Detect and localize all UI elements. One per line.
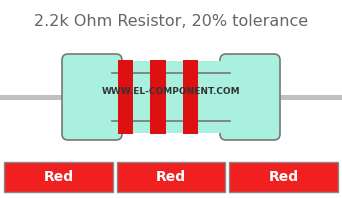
Bar xyxy=(183,60,198,134)
Text: WWW.EL-COMPONENT.COM: WWW.EL-COMPONENT.COM xyxy=(102,88,240,96)
FancyBboxPatch shape xyxy=(4,162,113,192)
Text: Red: Red xyxy=(43,170,74,184)
Text: Red: Red xyxy=(268,170,299,184)
Text: 2.2k Ohm Resistor, 20% tolerance: 2.2k Ohm Resistor, 20% tolerance xyxy=(34,14,308,30)
FancyBboxPatch shape xyxy=(229,162,338,192)
Bar xyxy=(0,94,80,100)
Bar xyxy=(110,121,232,133)
Bar xyxy=(262,94,342,100)
FancyBboxPatch shape xyxy=(220,54,280,140)
Bar xyxy=(150,60,166,134)
Bar xyxy=(110,61,232,73)
FancyBboxPatch shape xyxy=(117,162,225,192)
Bar xyxy=(110,73,232,121)
FancyBboxPatch shape xyxy=(62,54,122,140)
Text: Red: Red xyxy=(156,170,186,184)
Bar xyxy=(118,60,133,134)
